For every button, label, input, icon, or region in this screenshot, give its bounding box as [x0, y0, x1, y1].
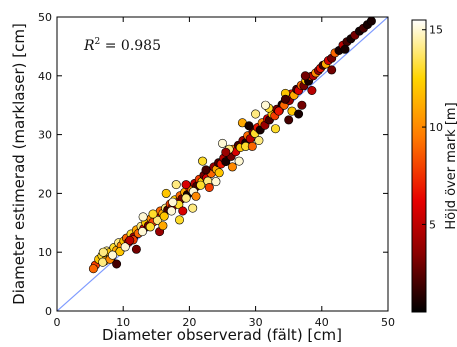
data-point: [221, 147, 231, 157]
data-point: [297, 100, 307, 110]
colorbar-tick-label: 10: [429, 121, 443, 134]
data-point: [260, 100, 270, 110]
data-point: [120, 242, 130, 252]
data-point: [131, 244, 141, 254]
y-tick-label: 10: [38, 246, 52, 259]
data-point: [159, 211, 169, 221]
data-point: [137, 227, 147, 237]
data-point: [244, 121, 254, 131]
data-point: [158, 221, 168, 231]
y-axis: 0 10 20 30 40 50: [38, 11, 388, 318]
data-point: [307, 86, 317, 96]
x-axis-title: Diameter observerad (fält) [cm]: [102, 326, 342, 344]
data-point: [300, 71, 310, 81]
y-axis-title: Diameter estimerad (marklaser) [cm]: [10, 23, 28, 305]
data-point: [340, 44, 350, 54]
data-point: [161, 188, 171, 198]
data-point: [198, 156, 208, 166]
data-point: [366, 17, 376, 26]
data-point: [178, 206, 188, 216]
data-point: [218, 138, 228, 148]
x-tick-label: 30: [249, 316, 263, 329]
colorbar-tick-label: 5: [429, 218, 436, 231]
x-axis: 0 10 20 30 40 50: [54, 17, 395, 329]
data-point: [125, 235, 135, 245]
data-point: [191, 191, 201, 201]
data-point: [196, 180, 206, 190]
data-points: [88, 17, 376, 274]
data-point: [88, 264, 98, 274]
y-tick-label: 0: [45, 305, 52, 318]
colorbar-tick-label: 15: [429, 24, 443, 37]
x-tick-label: 40: [315, 316, 329, 329]
x-tick-label: 10: [116, 316, 130, 329]
data-point: [274, 106, 284, 116]
data-point: [148, 209, 158, 219]
x-tick-label: 0: [54, 316, 61, 329]
data-point: [181, 180, 191, 190]
colorbar-axis: 5 10 15: [422, 24, 443, 231]
data-point: [214, 168, 224, 178]
r-squared-annotation: R2 = 0.985: [83, 37, 161, 54]
data-point: [168, 197, 178, 207]
data-point: [145, 222, 155, 232]
data-point: [171, 180, 181, 190]
data-point: [327, 65, 337, 75]
colorbar-title: Höjd över mark [m]: [444, 102, 457, 229]
data-point: [201, 165, 211, 175]
data-point: [112, 259, 122, 269]
x-tick-label: 50: [381, 316, 395, 329]
data-point: [138, 212, 148, 222]
data-point: [284, 115, 294, 125]
y-tick-label: 40: [38, 70, 52, 83]
data-point: [211, 177, 221, 187]
data-point: [98, 247, 108, 257]
data-point: [270, 124, 280, 134]
x-tick-label: 20: [182, 316, 196, 329]
data-point: [247, 141, 257, 151]
data-point: [294, 109, 304, 119]
data-point: [175, 215, 185, 225]
data-point: [254, 136, 264, 146]
data-point: [204, 183, 214, 193]
data-point: [280, 94, 290, 104]
data-point: [251, 109, 261, 119]
data-point: [181, 193, 191, 203]
data-point: [227, 162, 237, 172]
data-point: [167, 206, 177, 216]
y-tick-label: 30: [38, 129, 52, 142]
y-tick-label: 20: [38, 187, 52, 200]
data-point: [153, 215, 163, 225]
data-point: [188, 203, 198, 213]
y-tick-label: 50: [38, 11, 52, 24]
data-point: [234, 156, 244, 166]
data-point: [108, 250, 118, 260]
colorbar: [411, 19, 427, 313]
